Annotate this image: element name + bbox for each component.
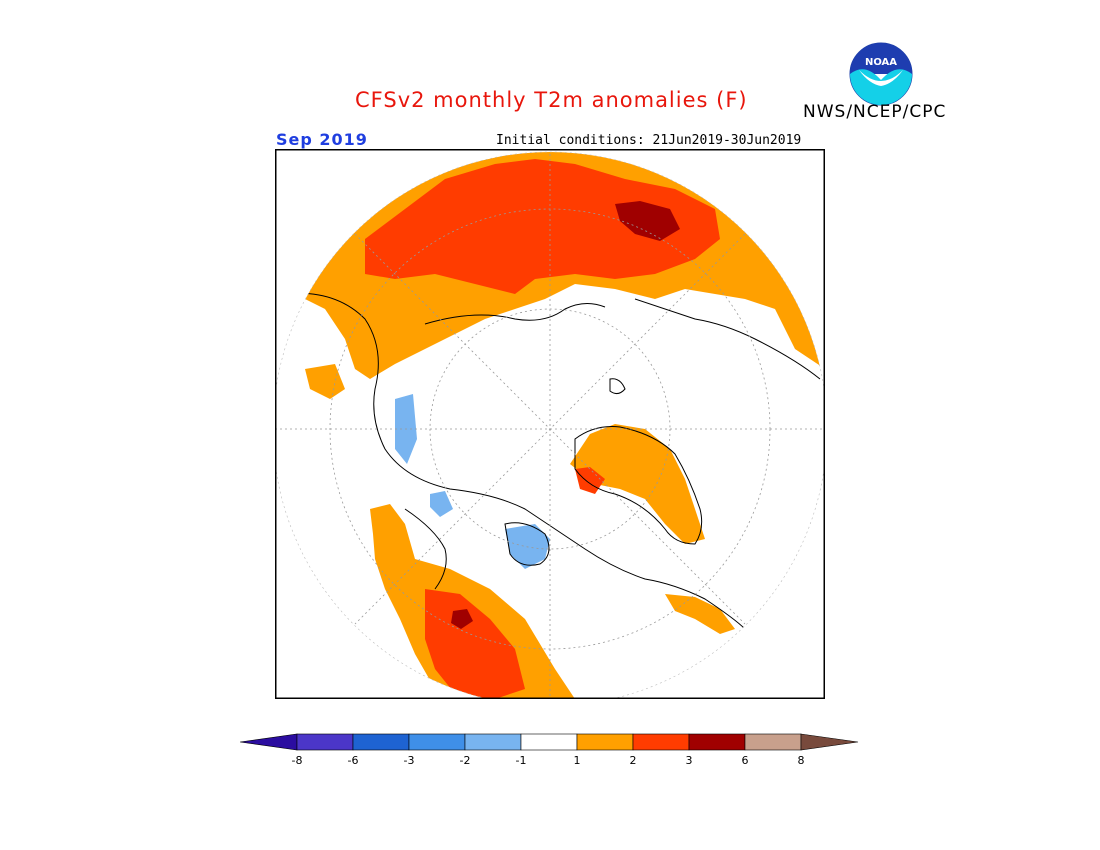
agency-label: NWS/NCEP/CPC bbox=[803, 102, 947, 122]
colorbar-labels: -8 -6 -3 -2 -1 1 2 3 6 8 bbox=[292, 754, 805, 767]
anomaly-map bbox=[275, 149, 825, 699]
colorbar-cell--3_-2 bbox=[408, 733, 466, 751]
colorbar-tick-label: 8 bbox=[798, 754, 805, 767]
colorbar-tick-label: 2 bbox=[630, 754, 637, 767]
colorbar-cell--8_-6 bbox=[296, 733, 354, 751]
map-border bbox=[275, 149, 825, 699]
initial-conditions: Initial conditions: 21Jun2019-30Jun2019 bbox=[496, 133, 802, 148]
colorbar-cell-lt_-8 bbox=[240, 733, 298, 751]
anomaly-field-ne-canada bbox=[665, 594, 735, 634]
colorbar-tick-label: 6 bbox=[742, 754, 749, 767]
anomaly-field-alaska-blue bbox=[430, 491, 453, 517]
colorbar-cell-gt_8 bbox=[800, 733, 859, 751]
colorbar-cell-1_2 bbox=[576, 733, 634, 751]
colorbar-tick-label: -2 bbox=[460, 754, 471, 767]
colorbar-tick-label: -3 bbox=[404, 754, 415, 767]
forecast-month: Sep 2019 bbox=[276, 130, 368, 149]
colorbar-tick-label: -1 bbox=[516, 754, 527, 767]
noaa-logo-text: NOAA bbox=[865, 57, 897, 68]
colorbar-tick-label: -6 bbox=[348, 754, 359, 767]
colorbar-cell--1_1 bbox=[520, 733, 578, 751]
anomaly-field-na-red bbox=[425, 589, 525, 699]
graticule bbox=[275, 152, 825, 699]
colorbar-cell--2_-1 bbox=[464, 733, 522, 751]
colorbar-cell--6_-3 bbox=[352, 733, 410, 751]
anomaly-field-na-darkred bbox=[451, 609, 473, 629]
colorbar-tick-label: -8 bbox=[292, 754, 303, 767]
anomaly-field-greenland bbox=[570, 424, 705, 544]
colorbar-tick-label: 3 bbox=[686, 754, 693, 767]
noaa-logo-sky bbox=[850, 43, 912, 74]
coastlines bbox=[284, 292, 821, 630]
colorbar-cell-3_6 bbox=[688, 733, 746, 751]
colorbar-cell-6_8 bbox=[744, 733, 802, 751]
colorbar: -8 -6 -3 -2 -1 1 2 3 6 8 bbox=[240, 733, 859, 767]
colorbar-tick-label: 1 bbox=[574, 754, 581, 767]
chart-title: CFSv2 monthly T2m anomalies (F) bbox=[355, 88, 748, 112]
anomaly-field-greenland-red bbox=[575, 467, 605, 494]
anomaly-field-scandinavia bbox=[305, 364, 345, 399]
noaa-logo: NOAA bbox=[849, 42, 913, 106]
anomaly-fields bbox=[295, 152, 825, 699]
noaa-logo-sea bbox=[850, 69, 912, 105]
anomaly-field-2-3 bbox=[365, 159, 720, 294]
anomaly-field-3-6 bbox=[615, 201, 680, 241]
anomaly-field-na-orange bbox=[370, 504, 575, 699]
colorbar-cells bbox=[240, 733, 859, 751]
colorbar-cell-2_3 bbox=[632, 733, 690, 751]
